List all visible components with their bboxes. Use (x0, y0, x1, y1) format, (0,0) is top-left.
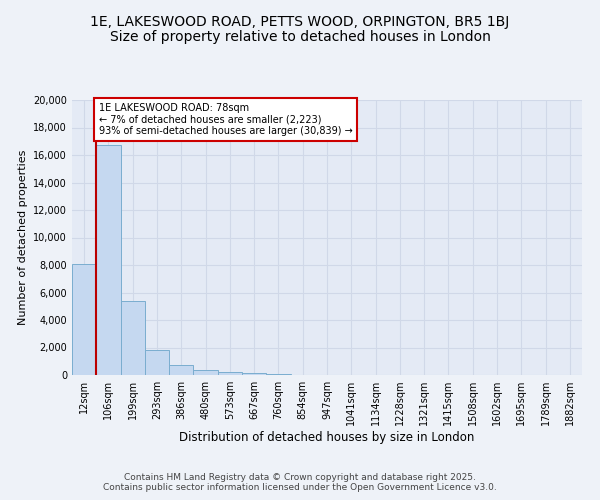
Bar (145, 350, 169, 375)
Bar (193, 370, 218, 375)
Text: Size of property relative to detached houses in London: Size of property relative to detached ho… (110, 30, 490, 44)
X-axis label: Distribution of detached houses by size in London: Distribution of detached houses by size … (179, 431, 475, 444)
Bar (96, 146, 121, 375)
Bar (121, 300, 145, 375)
Bar (266, 374, 290, 375)
Bar (72, 264, 96, 375)
Bar (169, 366, 193, 375)
Y-axis label: Number of detached properties: Number of detached properties (18, 150, 28, 325)
Text: 1E LAKESWOOD ROAD: 78sqm
← 7% of detached houses are smaller (2,223)
93% of semi: 1E LAKESWOOD ROAD: 78sqm ← 7% of detache… (99, 103, 352, 136)
Bar (218, 372, 242, 375)
Text: 1E, LAKESWOOD ROAD, PETTS WOOD, ORPINGTON, BR5 1BJ: 1E, LAKESWOOD ROAD, PETTS WOOD, ORPINGTO… (91, 15, 509, 29)
Text: Contains HM Land Registry data © Crown copyright and database right 2025.
Contai: Contains HM Land Registry data © Crown c… (103, 473, 497, 492)
Bar (242, 374, 266, 375)
